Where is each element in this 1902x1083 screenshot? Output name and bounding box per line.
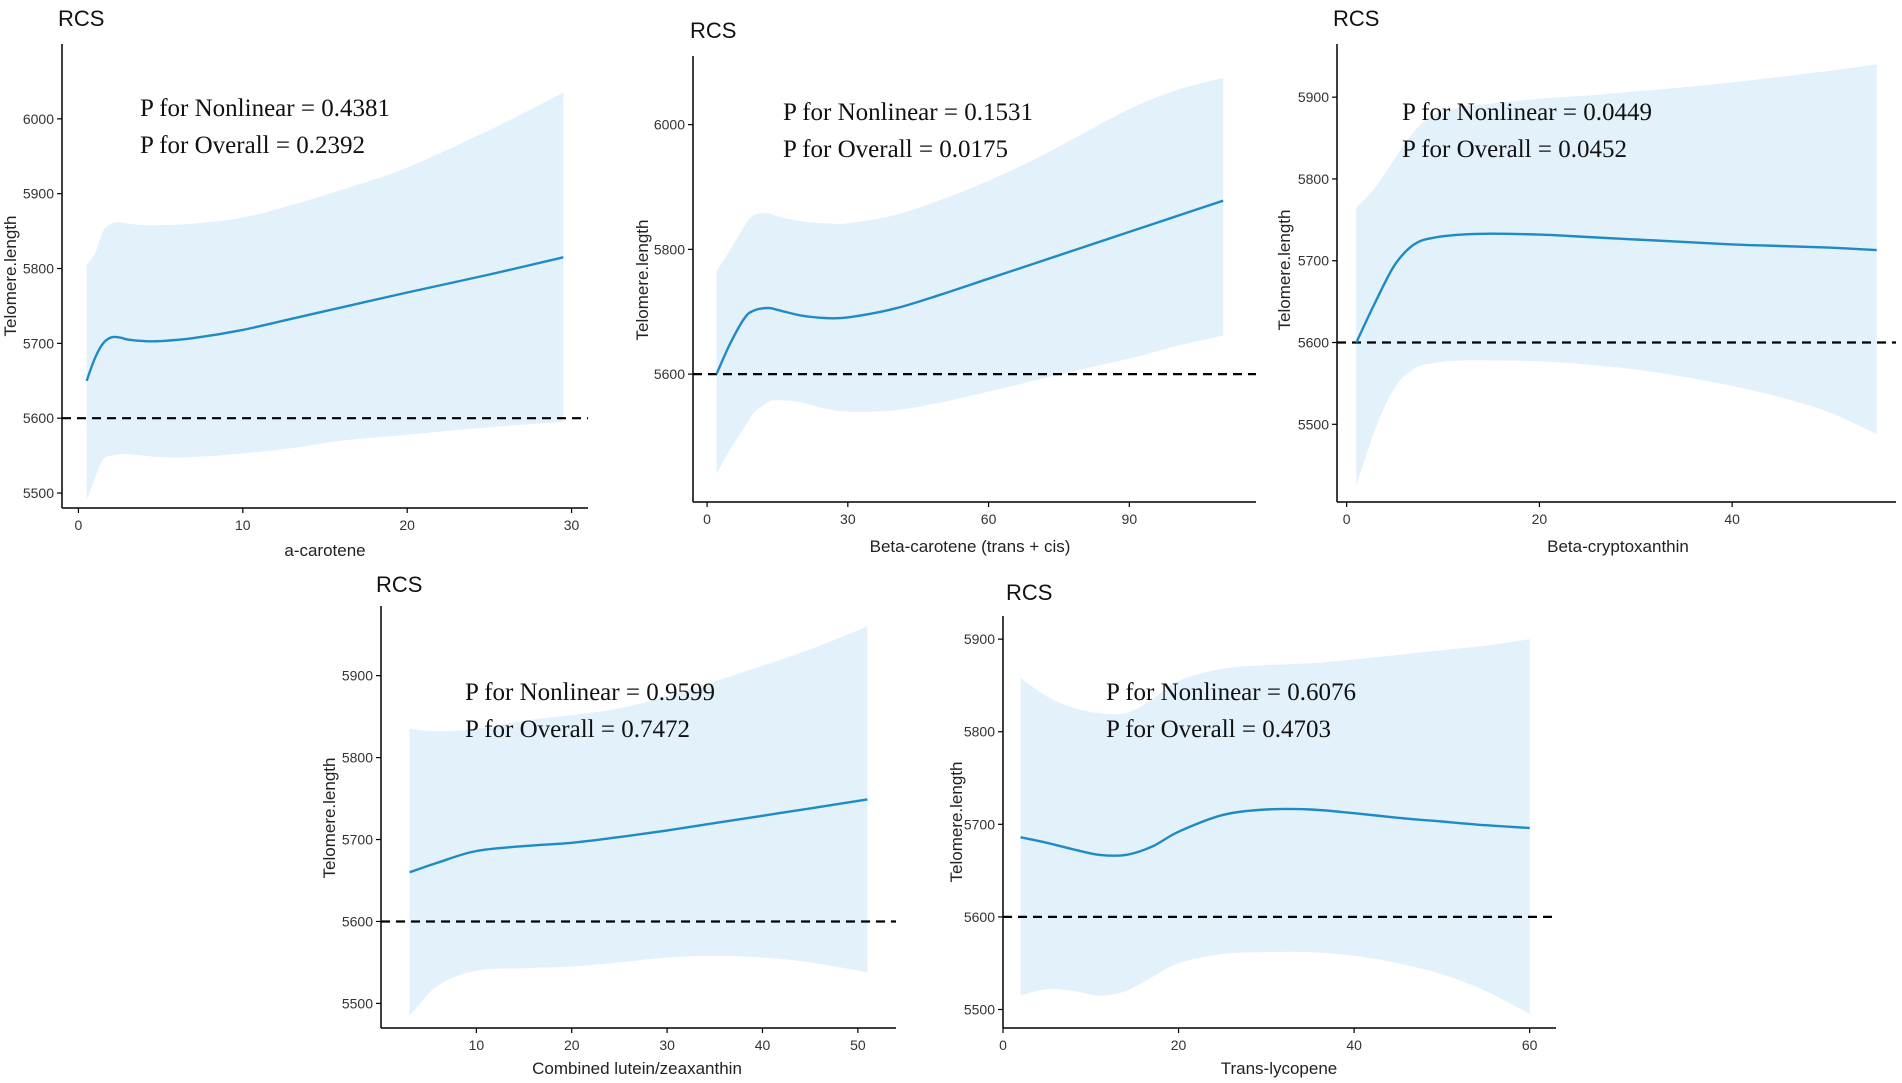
p-overall-annotation: P for Overall = 0.2392: [140, 132, 365, 159]
rcs-panel-beta-carotene: 5600 5800 6000 0 30 60 90 RCS Beta-carotene (tra…: [633, 18, 1256, 556]
p-nonlinear-annotation: P for Nonlinear = 0.1531: [783, 99, 1033, 126]
y-tick-label: 5500: [1298, 416, 1329, 432]
confidence-band: [409, 626, 868, 1016]
y-tick-label: 5800: [1298, 171, 1329, 187]
y-tick-label: 5700: [342, 832, 373, 848]
x-tick-label: 20: [1171, 1037, 1187, 1053]
panel-title: RCS: [1333, 6, 1379, 31]
rcs-panel-lutein-zeaxanthin: 5500 5600 5700 5800 5900 10 20 30 40 50 RCS Combine…: [320, 572, 896, 1078]
y-tick-label: 5700: [964, 816, 995, 832]
x-axis-title: Combined lutein/zeaxanthin: [532, 1059, 742, 1078]
y-tick-label: 5600: [1298, 335, 1329, 351]
p-overall-annotation: P for Overall = 0.0175: [783, 136, 1008, 163]
y-axis-title: Telomere.length: [1, 216, 20, 337]
y-axis-title: Telomere.length: [320, 758, 339, 879]
x-tick-label: 90: [1122, 511, 1138, 527]
confidence-band: [86, 92, 564, 501]
y-tick-label: 5800: [964, 724, 995, 740]
x-tick-label: 0: [75, 517, 83, 533]
x-tick-label: 60: [981, 511, 997, 527]
x-tick-label: 40: [1346, 1037, 1362, 1053]
y-tick-label: 5900: [342, 668, 373, 684]
y-tick-label: 5800: [342, 750, 373, 766]
p-overall-annotation: P for Overall = 0.4703: [1106, 716, 1331, 743]
y-tick-label: 5700: [1298, 253, 1329, 269]
p-nonlinear-annotation: P for Nonlinear = 0.6076: [1106, 679, 1356, 706]
p-overall-annotation: P for Overall = 0.7472: [465, 716, 690, 743]
rcs-panel-beta-cryptoxanthin: 5500 5600 5700 5800 5900 0 20 40 RCS Beta-cryptox…: [1275, 6, 1896, 556]
y-tick-label: 5800: [23, 261, 54, 277]
rcs-curve: [715, 199, 1224, 375]
x-tick-label: 10: [469, 1037, 485, 1053]
p-nonlinear-annotation: P for Nonlinear = 0.9599: [465, 679, 715, 706]
y-tick-label: 5800: [654, 241, 685, 257]
x-tick-label: 20: [399, 517, 415, 533]
y-tick-label: 5600: [342, 913, 373, 929]
y-tick-label: 5500: [23, 485, 54, 501]
x-tick-label: 40: [1724, 511, 1740, 527]
x-tick-label: 10: [235, 517, 251, 533]
y-tick-label: 5900: [1298, 89, 1329, 105]
x-tick-label: 0: [1343, 511, 1351, 527]
panel-title: RCS: [1006, 580, 1052, 605]
rcs-curve: [1020, 807, 1530, 857]
p-overall-annotation: P for Overall = 0.0452: [1402, 136, 1627, 163]
x-tick-label: 0: [999, 1037, 1007, 1053]
panel-title: RCS: [58, 6, 104, 31]
x-tick-label: 30: [840, 511, 856, 527]
y-tick-label: 5700: [23, 335, 54, 351]
x-axis-title: Beta-carotene (trans + cis): [870, 537, 1071, 556]
rcs-curve: [409, 798, 868, 874]
x-tick-label: 0: [703, 511, 711, 527]
y-tick-label: 5900: [964, 631, 995, 647]
y-tick-label: 6000: [654, 117, 685, 133]
x-axis-title: a-carotene: [284, 541, 365, 560]
rcs-curve: [85, 256, 564, 382]
y-tick-label: 5900: [23, 186, 54, 202]
panel-title: RCS: [690, 18, 736, 43]
rcs-panel-a-carotene: 5500 5600 5700 5800 5900 6000 0 10 20 30 RCS a-caro…: [1, 6, 588, 560]
y-tick-label: 5500: [342, 995, 373, 1011]
y-tick-label: 5600: [964, 909, 995, 925]
rcs-curve: [1355, 232, 1877, 344]
y-tick-label: 5600: [23, 410, 54, 426]
x-tick-label: 20: [1532, 511, 1548, 527]
y-axis-title: Telomere.length: [947, 762, 966, 883]
p-nonlinear-annotation: P for Nonlinear = 0.4381: [140, 95, 390, 122]
p-nonlinear-annotation: P for Nonlinear = 0.0449: [1402, 99, 1652, 126]
panel-title: RCS: [376, 572, 422, 597]
x-tick-label: 40: [755, 1037, 771, 1053]
x-axis-title: Trans-lycopene: [1221, 1059, 1338, 1078]
y-axis-title: Telomere.length: [1275, 210, 1294, 331]
y-axis-title: Telomere.length: [633, 220, 652, 341]
y-tick-label: 5500: [964, 1001, 995, 1017]
x-tick-label: 60: [1522, 1037, 1538, 1053]
confidence-band: [1020, 639, 1530, 1015]
rcs-panel-trans-lycopene: 5500 5600 5700 5800 5900 0 20 40 60 RCS Trans-lyco…: [947, 580, 1556, 1078]
x-axis-title: Beta-cryptoxanthin: [1547, 537, 1689, 556]
y-tick-label: 5600: [654, 366, 685, 382]
x-tick-label: 30: [659, 1037, 675, 1053]
x-tick-label: 30: [564, 517, 580, 533]
x-tick-label: 20: [564, 1037, 580, 1053]
confidence-band: [1356, 64, 1877, 486]
y-tick-label: 6000: [23, 111, 54, 127]
x-tick-label: 50: [850, 1037, 866, 1053]
